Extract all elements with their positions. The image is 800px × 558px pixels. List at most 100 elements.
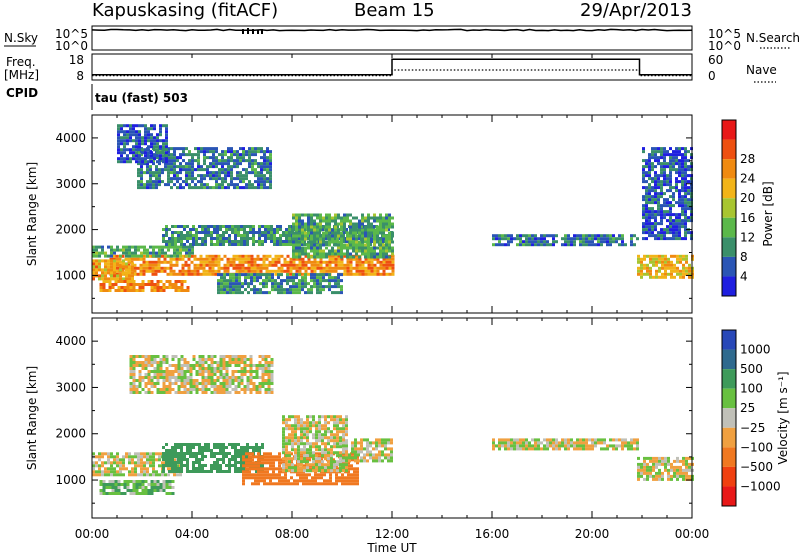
power-cell [185, 270, 188, 273]
power-cell [609, 234, 612, 237]
vel-cell [208, 367, 211, 370]
vel-cell [297, 466, 300, 469]
vel-cell [184, 379, 187, 382]
power-cell [370, 217, 373, 220]
vel-cell [357, 441, 360, 444]
power-cell [666, 162, 669, 165]
power-cell [673, 276, 676, 279]
vel-cell [103, 489, 106, 492]
power-cell [280, 288, 283, 291]
power-cell [368, 264, 371, 267]
vel-cell [255, 443, 258, 446]
power-cell [341, 261, 344, 264]
power-cell [681, 162, 684, 165]
vel-cell [339, 430, 342, 433]
vel-cell [300, 451, 303, 454]
power-cell [144, 157, 147, 160]
vel-cell [118, 489, 121, 492]
power-cell [227, 258, 230, 261]
power-cell [236, 171, 239, 174]
power-cell [687, 216, 690, 219]
vel-cell [202, 385, 205, 388]
power-cell [319, 229, 322, 232]
vel-cell [294, 415, 297, 418]
power-cell [95, 268, 98, 271]
power-cell [358, 229, 361, 232]
vel-cell [354, 444, 357, 447]
power-cell [328, 241, 331, 244]
vel-cell [103, 480, 106, 483]
vel-cell [133, 355, 136, 358]
vel-cell [315, 421, 318, 424]
power-cell [215, 186, 218, 189]
power-cell [642, 147, 645, 150]
power-cell [152, 273, 155, 276]
power-cell [666, 177, 669, 180]
vel-cell [130, 376, 133, 379]
power-cell [666, 219, 669, 222]
power-cell [678, 165, 681, 168]
power-cell [188, 273, 191, 276]
power-cell [314, 267, 317, 270]
power-cell [254, 168, 257, 171]
beam-title: Beam 15 [354, 0, 435, 21]
vel-cell [107, 452, 110, 455]
power-cell [657, 180, 660, 183]
vel-cell [302, 473, 305, 476]
power-cell [367, 229, 370, 232]
power-cell [358, 247, 361, 250]
vel-cell [214, 361, 217, 364]
vel-cell [148, 355, 151, 358]
power-cell [654, 153, 657, 156]
vel-cell [173, 473, 176, 476]
vel-cell [229, 385, 232, 388]
power-cell [307, 291, 310, 294]
vel-cell [294, 442, 297, 445]
power-cell [167, 180, 170, 183]
power-cell [151, 289, 154, 292]
vel-cell [342, 418, 345, 421]
power-cell [645, 204, 648, 207]
vel-cell [312, 442, 315, 445]
vel-cell [228, 470, 231, 473]
vel-cell [130, 364, 133, 367]
power-cell [684, 189, 687, 192]
power-cell [660, 180, 663, 183]
vel-cell [345, 430, 348, 433]
power-cell [669, 228, 672, 231]
vel-cell [293, 482, 296, 485]
power-cell [165, 234, 168, 237]
power-cell [292, 244, 295, 247]
power-cell [227, 156, 230, 159]
power-cell [317, 267, 320, 270]
power-cell [355, 238, 358, 241]
power-cell [263, 183, 266, 186]
power-cell [313, 256, 316, 259]
power-cell [157, 280, 160, 283]
vel-cell [263, 455, 266, 458]
freq-series-line [92, 59, 692, 75]
power-cell [340, 223, 343, 226]
power-cell [231, 228, 234, 231]
power-cell [261, 240, 264, 243]
vel-cell [220, 391, 223, 394]
power-cell [675, 156, 678, 159]
power-cell [364, 220, 367, 223]
vel-cell [318, 421, 321, 424]
power-cell [612, 237, 615, 240]
power-cell [582, 237, 585, 240]
power-cell [170, 180, 173, 183]
power-cell [224, 174, 227, 177]
vel-cell [189, 455, 192, 458]
power-cell [358, 241, 361, 244]
power-cell [234, 225, 237, 228]
vel-cell [148, 391, 151, 394]
power-cell [140, 186, 143, 189]
power-cell [383, 264, 386, 267]
power-cell [561, 243, 564, 246]
power-cell [140, 258, 143, 261]
vel-cell [297, 418, 300, 421]
power-cell [197, 270, 200, 273]
power-cell [279, 225, 282, 228]
power-cell [651, 195, 654, 198]
